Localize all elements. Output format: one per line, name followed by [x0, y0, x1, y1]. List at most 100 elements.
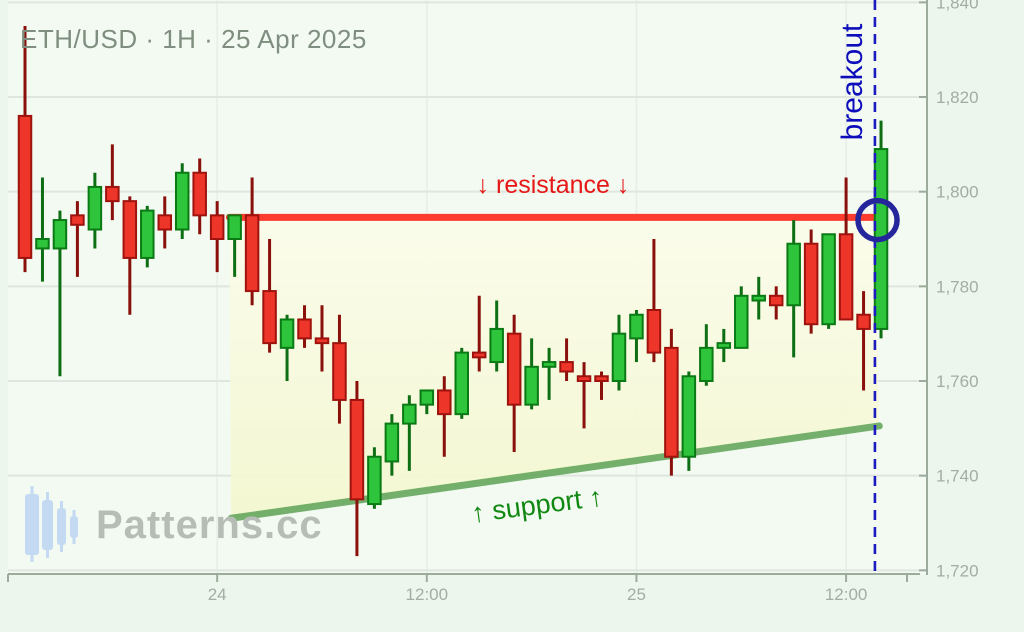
candle-21 — [384, 414, 400, 476]
candle-16 — [297, 305, 312, 348]
breakout-label: breakout — [836, 23, 869, 141]
candle-5 — [105, 144, 120, 221]
candle-body — [402, 403, 417, 425]
x-axis-label: 12:00 — [825, 585, 868, 604]
candle-body — [664, 346, 679, 458]
candle-33 — [594, 371, 609, 400]
candle-44 — [786, 220, 801, 358]
watermark-candles-icon — [25, 486, 78, 562]
candle-body — [262, 290, 277, 345]
candle-body — [768, 294, 784, 307]
candle-28 — [506, 314, 522, 452]
candle-body — [681, 375, 697, 458]
candle-32 — [576, 362, 592, 429]
candle-body — [594, 375, 609, 382]
candle-body — [122, 200, 138, 259]
candle-body — [52, 219, 68, 250]
candle-body — [367, 455, 382, 506]
candle-body — [384, 422, 400, 463]
candle-41 — [734, 286, 749, 349]
candle-46 — [821, 233, 836, 329]
candle-body — [70, 214, 85, 226]
candle-19 — [349, 380, 365, 557]
candle-15 — [279, 314, 295, 381]
candle-12 — [227, 214, 242, 277]
y-axis-label: 1,780 — [936, 277, 979, 296]
candle-34 — [611, 314, 627, 391]
candle-39 — [699, 324, 714, 386]
candle-body — [803, 242, 819, 326]
candle-body — [332, 342, 347, 401]
candle-body — [576, 375, 592, 382]
candle-body — [541, 361, 557, 368]
candle-0 — [17, 26, 33, 273]
candle-body — [297, 318, 312, 340]
candle-23 — [419, 389, 435, 415]
breakout-circle — [855, 197, 900, 243]
candle-43 — [768, 286, 784, 320]
candle-31 — [559, 338, 574, 381]
y-axis-label: 1,820 — [936, 88, 979, 107]
candle-20 — [367, 447, 382, 509]
candle-body — [611, 332, 627, 382]
candle-body — [646, 308, 662, 354]
candle-body — [209, 214, 225, 240]
candle-body — [279, 318, 295, 349]
candle-body — [786, 242, 801, 307]
candle-37 — [664, 328, 679, 476]
candle-48 — [856, 291, 871, 391]
candle-body — [105, 185, 120, 203]
candle-42 — [751, 276, 766, 320]
y-axis-label: 1,740 — [936, 467, 979, 486]
candle-1 — [35, 177, 50, 282]
candle-10 — [192, 158, 207, 235]
candle-14 — [262, 238, 277, 353]
candle-body — [437, 389, 452, 416]
candle-body — [629, 313, 644, 340]
candle-body — [506, 332, 522, 406]
y-axis-label: 1,760 — [936, 372, 979, 391]
candle-11 — [209, 201, 225, 273]
candle-24 — [437, 376, 452, 457]
candle-body — [244, 214, 260, 293]
candle-body — [87, 185, 103, 231]
x-axis-label: 25 — [627, 585, 646, 604]
candle-body — [856, 313, 871, 330]
candle-body — [419, 389, 435, 406]
candle-13 — [244, 177, 260, 306]
candle-body — [471, 351, 487, 359]
watermark-text: Patterns.cc — [96, 502, 323, 547]
candle-body — [314, 337, 330, 345]
candle-body — [838, 233, 854, 321]
candle-body — [699, 346, 714, 382]
candle-18 — [332, 314, 347, 424]
candle-body — [751, 294, 766, 302]
candle-30 — [541, 347, 557, 400]
candle-27 — [489, 300, 504, 372]
candle-40 — [716, 328, 732, 363]
candle-17 — [314, 305, 330, 372]
x-axis-label: 12:00 — [406, 585, 449, 604]
candle-29 — [524, 338, 539, 410]
y-axis-label: 1,800 — [936, 183, 979, 202]
chart-title: ETH/USD · 1H · 25 Apr 2025 — [20, 24, 367, 54]
candle-body — [454, 351, 469, 416]
candle-2 — [52, 210, 68, 377]
candle-7 — [140, 205, 155, 268]
candle-6 — [122, 196, 138, 315]
candle-4 — [87, 172, 103, 249]
candle-8 — [157, 196, 173, 249]
y-axis-label: 1,840 — [936, 0, 979, 12]
candle-body — [559, 361, 574, 373]
candle-body — [227, 214, 242, 240]
candle-26 — [471, 295, 487, 372]
candle-25 — [454, 347, 469, 419]
candle-45 — [803, 229, 819, 334]
candle-body — [489, 327, 504, 364]
candle-35 — [629, 309, 644, 363]
candle-9 — [174, 163, 190, 239]
x-axis-label: 24 — [208, 585, 227, 604]
candle-body — [349, 398, 365, 501]
resistance-label: ↓ resistance ↓ — [476, 171, 630, 199]
